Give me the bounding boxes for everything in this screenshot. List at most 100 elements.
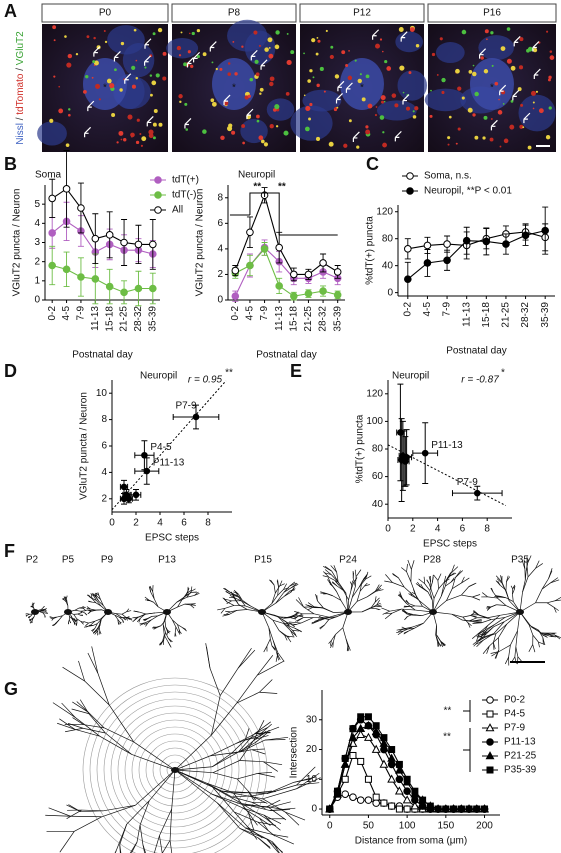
stain: tdTomato — [15, 73, 26, 115]
dendrite — [94, 623, 98, 629]
dendrite — [492, 633, 497, 643]
dendrite — [493, 621, 505, 634]
dendrite — [92, 623, 98, 626]
puncta — [131, 84, 136, 89]
dendrite — [332, 634, 336, 643]
x-tick-label: 0 — [109, 518, 115, 529]
puncta — [319, 66, 324, 72]
dendrite — [244, 728, 250, 741]
dendrite — [495, 594, 500, 598]
dendrite — [275, 652, 279, 662]
legend-marker — [486, 710, 494, 718]
puncta — [336, 106, 339, 109]
dendrite — [358, 578, 366, 588]
dendrite — [496, 604, 506, 606]
puncta — [334, 106, 337, 110]
dendrite — [223, 588, 231, 593]
marker — [134, 240, 143, 249]
asterisk: * — [360, 83, 364, 94]
dendrite — [385, 612, 393, 615]
x-tick-label: 6 — [460, 524, 466, 535]
marker — [372, 793, 380, 801]
dendrite — [85, 622, 89, 627]
dendrite — [270, 809, 291, 811]
puncta — [520, 103, 524, 107]
dendrite — [389, 608, 402, 612]
puncta — [506, 27, 511, 31]
dendrite — [271, 833, 289, 838]
dendrite — [66, 595, 68, 599]
dendrite — [114, 614, 119, 620]
dendrite — [212, 751, 239, 768]
puncta — [315, 52, 319, 56]
arrow — [345, 82, 353, 93]
dendrite — [348, 590, 352, 600]
dendrite — [98, 595, 101, 600]
puncta — [106, 78, 112, 84]
dendrite — [296, 782, 320, 786]
annotation: ** — [443, 732, 451, 743]
dendrite — [275, 592, 285, 604]
puncta — [58, 108, 64, 114]
marker — [290, 292, 298, 300]
marker — [91, 234, 100, 243]
cell-body — [31, 609, 39, 615]
panel-letter: C — [366, 154, 379, 174]
dendrite — [263, 814, 275, 826]
dendrite — [148, 586, 152, 593]
dendrite — [165, 626, 169, 631]
dendrite — [96, 600, 102, 607]
dendrite — [384, 612, 393, 620]
nucleus — [478, 35, 515, 61]
dendrite — [225, 591, 232, 595]
dendrite — [271, 645, 276, 651]
dendrite — [72, 618, 76, 621]
puncta — [517, 87, 522, 92]
dendrite — [25, 614, 28, 617]
y-axis-label: %tdT(+) puncta — [355, 414, 366, 483]
puncta — [408, 71, 412, 75]
dendrite — [160, 639, 165, 646]
dendrite — [284, 635, 288, 641]
dendrite — [491, 617, 506, 620]
puncta — [66, 62, 72, 68]
puncta — [259, 92, 262, 95]
dendrite — [486, 606, 492, 611]
dendrite — [548, 568, 553, 579]
puncta — [382, 131, 385, 134]
stain: VGluT2 — [15, 31, 26, 65]
dendrite — [211, 702, 237, 736]
dendrite — [317, 600, 324, 609]
dendrite — [186, 591, 192, 598]
stain: Nissl — [15, 123, 26, 145]
puncta — [86, 35, 90, 39]
dendrite — [138, 613, 147, 618]
dendrite — [376, 605, 382, 608]
y-tick-label: 6 — [101, 441, 107, 452]
puncta — [499, 145, 502, 148]
dendrite — [333, 565, 337, 573]
puncta — [151, 80, 157, 86]
dendrite — [288, 621, 302, 624]
label-box — [171, 3, 297, 23]
puncta — [414, 106, 419, 111]
dendrite — [163, 632, 166, 640]
dendrite — [92, 629, 97, 634]
dendrite — [240, 739, 266, 753]
dendrite — [61, 702, 76, 718]
dendrite — [253, 720, 265, 740]
puncta — [328, 141, 334, 147]
puncta — [431, 52, 436, 57]
dendrite — [367, 591, 377, 597]
dendrite — [71, 708, 89, 714]
puncta — [519, 124, 524, 129]
dendrite — [486, 606, 491, 609]
x-tick-label: 21-25 — [303, 306, 314, 332]
dendrite — [423, 576, 426, 584]
annotation: * — [501, 368, 505, 379]
puncta — [83, 89, 87, 94]
dendrite — [554, 634, 561, 640]
x-tick-label: 4-5 — [422, 302, 433, 317]
dendrite — [134, 769, 176, 806]
puncta — [64, 35, 67, 38]
